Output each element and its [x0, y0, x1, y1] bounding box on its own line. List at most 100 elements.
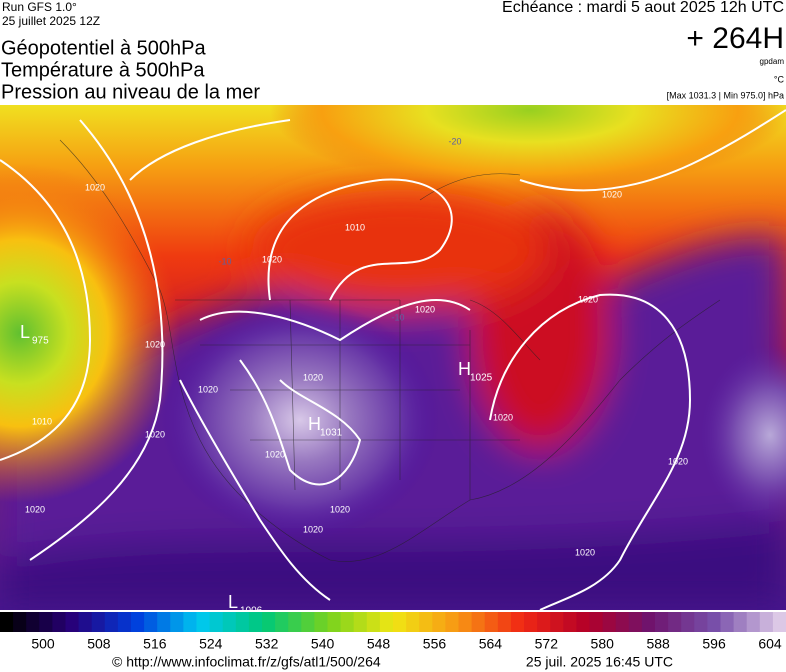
- isobar-label: 1020: [262, 254, 282, 264]
- isobar-label: 1020: [198, 384, 218, 394]
- pressure-center-value: 1031: [320, 428, 343, 439]
- color-scale-swatch: [393, 612, 407, 632]
- color-scale-label: 500: [31, 636, 55, 652]
- isobar-label: 1020: [330, 504, 350, 514]
- run-label: Run GFS 1.0°: [2, 0, 77, 14]
- color-scale-swatch: [471, 612, 486, 632]
- color-scale-label: 532: [255, 636, 279, 652]
- color-scale-swatch: [340, 612, 355, 632]
- color-scale-swatch: [275, 612, 289, 632]
- isobar-label: 1020: [493, 412, 513, 422]
- isobar-label: 1020: [25, 504, 45, 514]
- color-scale-swatch: [602, 612, 617, 632]
- color-scale-swatch: [91, 612, 106, 632]
- color-scale-swatch: [235, 612, 250, 632]
- title-line: Température à 500hPa: [1, 59, 205, 81]
- color-scale-swatch: [0, 612, 14, 632]
- color-scale-swatch: [288, 612, 302, 632]
- color-scale-swatch: [484, 612, 499, 632]
- footer-timestamp: 25 juil. 2025 16:45 UTC: [526, 654, 673, 670]
- color-scale-swatch: [641, 612, 656, 632]
- color-scale-swatch: [131, 612, 145, 632]
- color-scale-swatch: [419, 612, 433, 632]
- color-scale-swatch: [157, 612, 171, 632]
- color-scale-swatch: [628, 612, 643, 632]
- isobar-label: 1020: [578, 294, 598, 304]
- color-scale-swatch: [248, 612, 263, 632]
- color-scale-swatch: [366, 612, 381, 632]
- pressure-center-value: 1006: [240, 606, 263, 617]
- color-scale-swatch: [615, 612, 630, 632]
- lead-time: + 264H: [686, 22, 784, 55]
- temperature-label: -10: [391, 312, 404, 322]
- color-scale-swatch: [563, 612, 577, 632]
- color-scale-swatch: [681, 612, 695, 632]
- isobar-label: 1020: [303, 372, 323, 382]
- isobar-label: 1020: [145, 339, 165, 349]
- color-scale-swatch: [668, 612, 682, 632]
- isobar-label: 1010: [345, 222, 365, 232]
- title-line: Géopotentiel à 500hPa: [1, 37, 206, 59]
- color-scale-swatch: [314, 612, 328, 632]
- color-scale-swatch: [458, 612, 473, 632]
- isobar-label: 1020: [145, 429, 165, 439]
- color-scale-swatch: [327, 612, 342, 632]
- pressure-center-type: L: [20, 322, 30, 342]
- color-scale-swatch: [772, 612, 786, 632]
- color-scale-swatch: [707, 612, 721, 632]
- color-scale-swatch: [262, 612, 276, 632]
- color-scale-label: 580: [591, 636, 615, 652]
- isobar-label: 1020: [415, 304, 435, 314]
- pressure-center-type: H: [458, 359, 471, 379]
- color-scale-swatch: [13, 612, 27, 632]
- temperature-label: -20: [448, 136, 461, 146]
- color-scale-swatch: [144, 612, 158, 632]
- color-scale-swatch: [497, 612, 512, 632]
- echeance: Echéance : mardi 5 aout 2025 12h UTC: [502, 0, 784, 16]
- color-scale-swatch: [104, 612, 119, 632]
- color-scale-swatch: [720, 612, 735, 632]
- color-scale-swatch: [301, 612, 315, 632]
- color-scale-swatch: [65, 612, 80, 632]
- unit-geo: gpdam: [760, 57, 785, 66]
- color-scale-swatch: [52, 612, 66, 632]
- color-scale-label: 556: [423, 636, 447, 652]
- pressure-range: [Max 1031.3 | Min 975.0] hPa: [667, 90, 784, 100]
- pressure-center-type: L: [228, 592, 238, 612]
- color-scale-swatch: [576, 612, 590, 632]
- isobar-label: 1020: [668, 456, 688, 466]
- run-date: 25 juillet 2025 12Z: [2, 14, 100, 28]
- isobar-label: 1020: [265, 449, 285, 459]
- isobar-label: 1020: [85, 182, 105, 192]
- color-scale-label: 596: [702, 636, 726, 652]
- footer-url: © http://www.infoclimat.fr/z/gfs/atl1/50…: [112, 654, 381, 670]
- color-scale-swatch: [746, 612, 761, 632]
- temperature-label: -10: [218, 256, 231, 266]
- color-scale-swatch: [183, 612, 197, 632]
- color-scale-label: 540: [311, 636, 335, 652]
- color-scale-swatch: [222, 612, 237, 632]
- color-scale-swatch: [759, 612, 774, 632]
- color-scale-swatch: [510, 612, 525, 632]
- color-scale-swatch: [39, 612, 53, 632]
- color-scale-label: 548: [367, 636, 391, 652]
- color-scale-swatch: [353, 612, 368, 632]
- isobar-label: 1020: [575, 547, 595, 557]
- color-scale-swatch: [445, 612, 459, 632]
- color-scale-swatch: [550, 612, 564, 632]
- color-scale-swatch: [170, 612, 184, 632]
- color-scale-label: 564: [479, 636, 503, 652]
- color-scale-label: 588: [646, 636, 670, 652]
- color-scale-label: 604: [758, 636, 782, 652]
- color-scale-swatch: [117, 612, 132, 632]
- pressure-center-value: 975: [32, 336, 49, 347]
- color-scale-swatch: [26, 612, 40, 632]
- color-scale-swatch: [694, 612, 708, 632]
- color-scale-swatch: [196, 612, 211, 632]
- color-scale-label: 572: [535, 636, 559, 652]
- color-scale-swatch: [432, 612, 446, 632]
- unit-temp: °C: [774, 74, 785, 84]
- isobar-label: 1010: [32, 416, 52, 426]
